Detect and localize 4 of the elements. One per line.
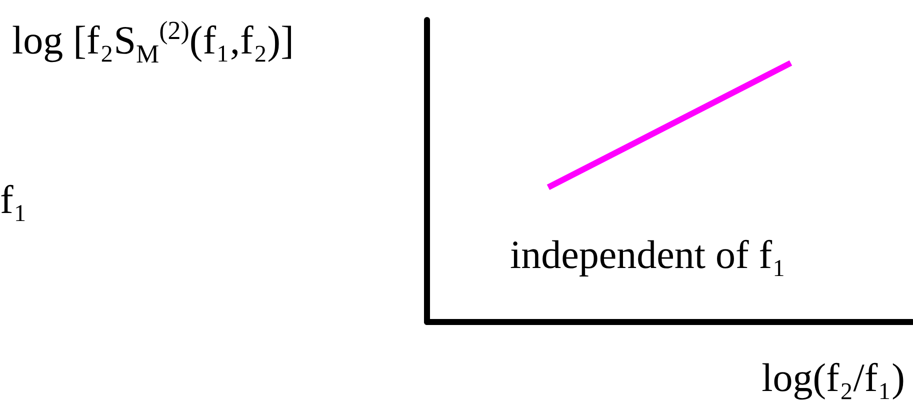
text: f₁ xyxy=(0,177,28,222)
y-axis-title: log [f₂S$_{M}$$^{(2)}$(f₁,f₂)] xyxy=(12,16,294,68)
x-axis-title: log(f₂/f₁) xyxy=(762,355,905,400)
annotation: independent of f₁ xyxy=(510,232,786,277)
